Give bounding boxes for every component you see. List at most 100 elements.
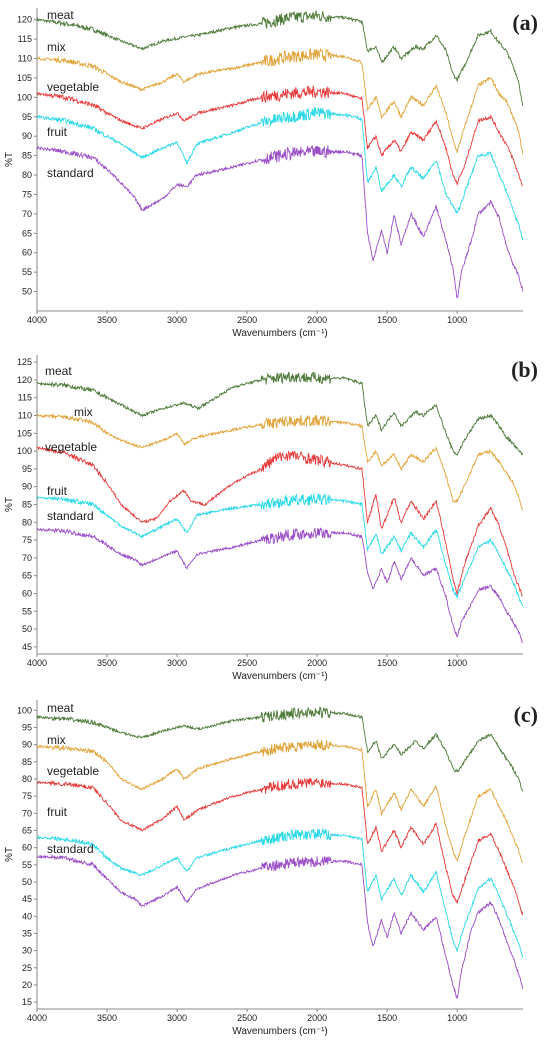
y-tick-label: 15 bbox=[22, 997, 32, 1007]
series-line-mix bbox=[36, 47, 524, 155]
y-tick-label: 45 bbox=[22, 642, 32, 652]
y-tick-label: 110 bbox=[18, 411, 32, 421]
x-tick-label: 3000 bbox=[167, 1013, 187, 1023]
series-line-standard bbox=[36, 144, 524, 299]
y-tick-label: 60 bbox=[22, 843, 32, 853]
series-line-standard bbox=[36, 854, 524, 999]
panel-b: 45 50 55 60 65 70 75 80 85 90 95 100 105 110 115 120 125… bbox=[4, 355, 538, 682]
series-line-meat bbox=[36, 10, 524, 106]
y-tick-label: 115 bbox=[18, 34, 32, 44]
x-tick-label: 3000 bbox=[167, 658, 187, 668]
y-tick-label: 115 bbox=[18, 393, 32, 403]
y-tick-label: 70 bbox=[22, 553, 32, 563]
y-tick-label: 95 bbox=[22, 464, 32, 474]
y-tick-label: 60 bbox=[22, 588, 32, 598]
y-tick-label: 100 bbox=[17, 446, 32, 456]
x-tick-label: 4000 bbox=[27, 658, 47, 668]
series-label-standard: standard bbox=[47, 509, 94, 523]
series-label-meat: meat bbox=[47, 8, 74, 22]
y-tick-label: 75 bbox=[22, 189, 32, 199]
series-line-mix bbox=[36, 412, 524, 511]
y-tick-label: 70 bbox=[22, 808, 32, 818]
series-line-standard bbox=[37, 527, 523, 643]
y-tick-label: 90 bbox=[22, 131, 32, 141]
y-tick-label: 75 bbox=[22, 791, 32, 801]
x-axis-title: Wavenumbers (cm⁻¹) bbox=[232, 671, 327, 682]
y-tick-label: 60 bbox=[22, 248, 32, 258]
series-label-mix: mix bbox=[47, 733, 66, 747]
x-tick-label: 2000 bbox=[307, 315, 327, 325]
x-tick-label: 2500 bbox=[237, 658, 257, 668]
x-tick-label: 1000 bbox=[447, 658, 467, 668]
x-tick-label: 3500 bbox=[97, 658, 117, 668]
y-tick-label: 20 bbox=[22, 980, 32, 990]
y-axis-title: %T bbox=[4, 847, 15, 862]
series-line-mix bbox=[36, 739, 523, 864]
series-label-meat: meat bbox=[47, 701, 74, 715]
y-tick-label: 65 bbox=[22, 825, 32, 835]
y-tick-label: 50 bbox=[22, 287, 32, 297]
series-line-vegetable bbox=[36, 445, 523, 597]
y-tick-label: 70 bbox=[22, 209, 32, 219]
y-tick-label: 90 bbox=[22, 482, 32, 492]
x-tick-label: 1500 bbox=[377, 315, 397, 325]
y-tick-label: 35 bbox=[22, 928, 32, 938]
x-axis-title: Wavenumbers (cm⁻¹) bbox=[232, 1026, 327, 1037]
x-tick-label: 1500 bbox=[377, 658, 397, 668]
series-line-vegetable bbox=[36, 778, 524, 916]
y-tick-label: 85 bbox=[22, 757, 32, 767]
y-tick-label: 120 bbox=[17, 15, 32, 25]
y-tick-label: 75 bbox=[22, 535, 32, 545]
y-tick-label: 105 bbox=[17, 73, 32, 83]
y-tick-label: 55 bbox=[22, 606, 32, 616]
x-tick-label: 3000 bbox=[167, 315, 187, 325]
y-axis-title: %T bbox=[4, 497, 15, 512]
y-tick-label: 50 bbox=[22, 624, 32, 634]
panel-a: 50 55 60 65 70 75 80 85 90 95 100 105 110 115 120 4000 3… bbox=[4, 8, 538, 339]
series-label-fruit: fruit bbox=[47, 125, 68, 139]
y-axis-title: %T bbox=[4, 152, 15, 167]
series-line-meat bbox=[36, 706, 524, 792]
series-line-fruit bbox=[36, 107, 524, 241]
x-tick-label: 4000 bbox=[27, 1013, 47, 1023]
y-tick-label: 30 bbox=[22, 946, 32, 956]
series-label-mix: mix bbox=[47, 40, 66, 54]
y-tick-label: 80 bbox=[22, 170, 32, 180]
y-tick-label: 100 bbox=[17, 705, 32, 715]
panel-tag: (b) bbox=[511, 357, 538, 382]
x-tick-label: 1500 bbox=[377, 1013, 397, 1023]
series-label-meat: meat bbox=[45, 364, 72, 378]
x-tick-label: 2500 bbox=[237, 1013, 257, 1023]
y-tick-label: 90 bbox=[22, 740, 32, 750]
series-line-fruit bbox=[36, 827, 524, 958]
y-tick-label: 85 bbox=[22, 151, 32, 161]
y-tick-label: 65 bbox=[22, 571, 32, 581]
y-tick-label: 40 bbox=[22, 911, 32, 921]
y-tick-label: 105 bbox=[17, 428, 32, 438]
series-line-fruit bbox=[36, 492, 524, 607]
y-tick-label: 55 bbox=[22, 267, 32, 277]
y-tick-label: 95 bbox=[22, 722, 32, 732]
x-tick-label: 3500 bbox=[97, 1013, 117, 1023]
x-tick-label: 4000 bbox=[27, 315, 47, 325]
series-line-vegetable bbox=[36, 85, 523, 187]
y-tick-label: 85 bbox=[22, 500, 32, 510]
series-label-vegetable: vegetable bbox=[45, 440, 97, 454]
y-tick-label: 95 bbox=[22, 112, 32, 122]
y-tick-label: 25 bbox=[22, 963, 32, 973]
y-tick-label: 80 bbox=[22, 517, 32, 527]
panel-c: 15 20 25 30 35 40 45 50 55 60 65 70 75 80 85 90 95 100 400… bbox=[4, 700, 538, 1037]
x-tick-label: 1000 bbox=[447, 1013, 467, 1023]
series-label-mix: mix bbox=[74, 405, 93, 419]
y-tick-label: 80 bbox=[22, 774, 32, 784]
series-label-standard: standard bbox=[47, 842, 94, 856]
x-tick-label: 2500 bbox=[237, 315, 257, 325]
y-tick-label: 110 bbox=[18, 54, 32, 64]
y-tick-label: 45 bbox=[22, 894, 32, 904]
series-label-vegetable: vegetable bbox=[47, 80, 99, 94]
series-label-fruit: fruit bbox=[47, 484, 68, 498]
panel-tag: (c) bbox=[514, 702, 538, 727]
y-tick-label: 55 bbox=[22, 860, 32, 870]
series-label-fruit: fruit bbox=[47, 805, 68, 819]
